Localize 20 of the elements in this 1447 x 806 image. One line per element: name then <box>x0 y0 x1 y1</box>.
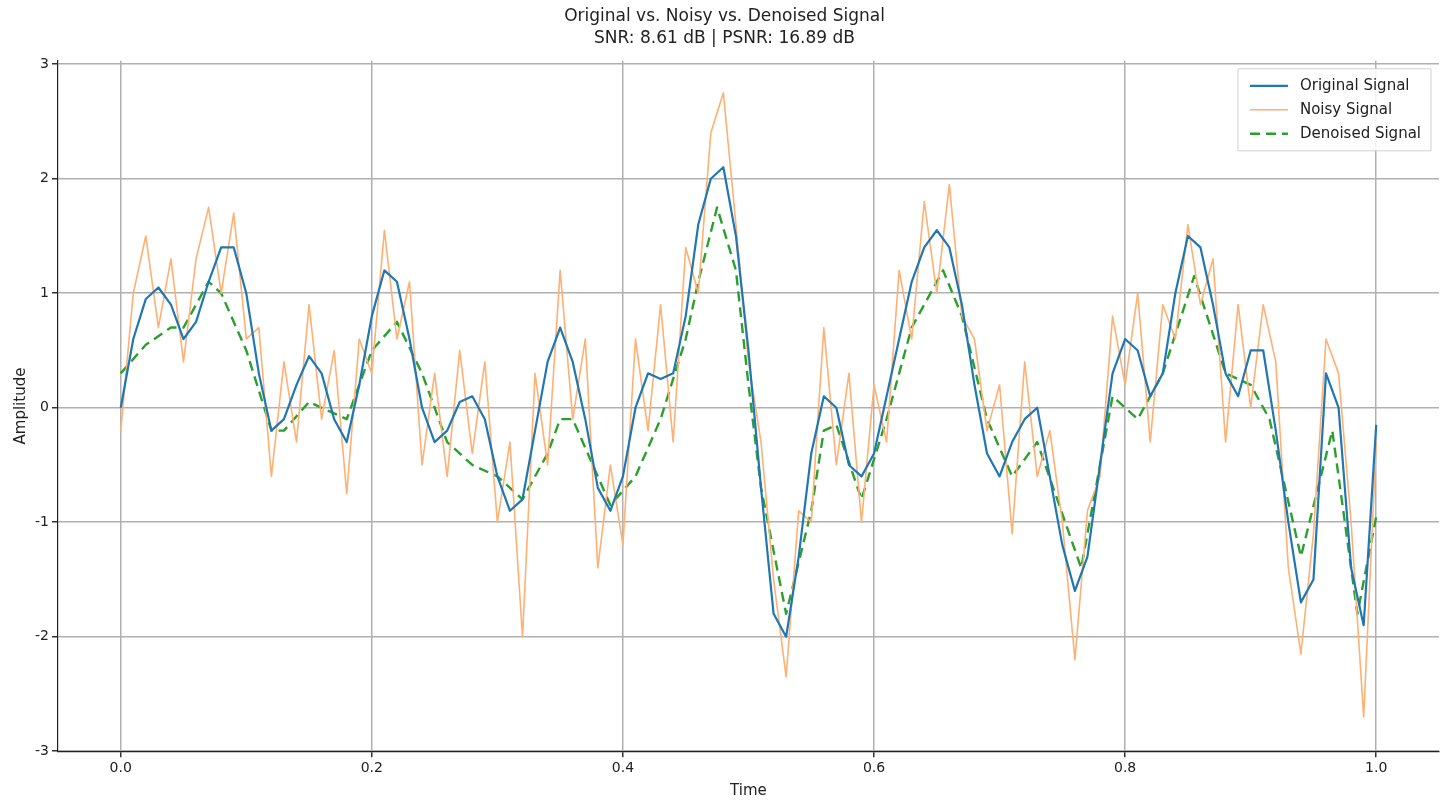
y-tick-label: 0 <box>40 398 49 415</box>
x-tick-label: 0.6 <box>862 759 886 776</box>
legend-label: Original Signal <box>1299 75 1410 94</box>
x-tick-label: 0.8 <box>1113 759 1137 776</box>
legend-label: Denoised Signal <box>1299 123 1422 142</box>
y-tick-label: -2 <box>34 627 49 644</box>
chart-subtitle: SNR: 8.61 dB | PSNR: 16.89 dB <box>594 27 855 48</box>
y-tick-label: -3 <box>34 741 49 758</box>
x-tick-label: 0.4 <box>611 759 635 776</box>
x-tick-label: 0.2 <box>360 759 383 776</box>
x-axis-title: Time <box>729 780 767 799</box>
y-tick-label: -1 <box>34 512 49 529</box>
legend-label: Noisy Signal <box>1299 99 1393 118</box>
y-tick-label: 3 <box>40 54 49 71</box>
y-tick-label: 2 <box>40 169 49 186</box>
y-tick-label: 1 <box>40 283 49 300</box>
x-tick-label: 1.0 <box>1365 759 1388 776</box>
x-tick-label: 0.0 <box>109 759 132 776</box>
y-axis-title: Amplitude <box>10 367 29 445</box>
chart-title: Original vs. Noisy vs. Denoised Signal <box>564 4 885 25</box>
